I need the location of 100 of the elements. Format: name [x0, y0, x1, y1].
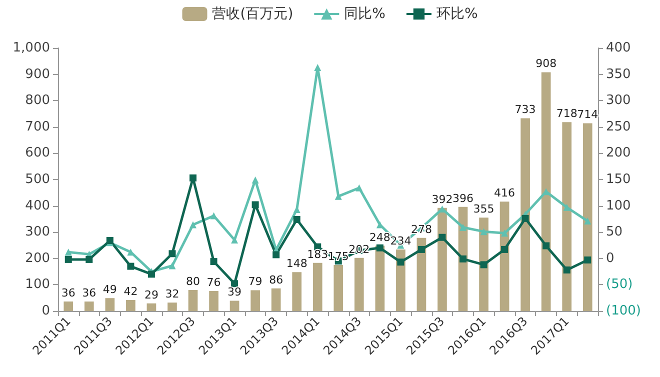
data-label: 86 [269, 273, 284, 286]
point [252, 176, 259, 184]
data-label: 36 [61, 286, 76, 300]
bar [105, 298, 115, 311]
point [501, 246, 508, 253]
bar [416, 238, 426, 311]
point [460, 224, 466, 231]
y2-tick-label: 300 [606, 93, 631, 108]
data-label: 396 [452, 192, 474, 205]
point [376, 244, 384, 252]
y-tick-label: 700 [25, 119, 50, 134]
data-label: 49 [102, 283, 117, 296]
bar [520, 118, 530, 311]
point [480, 261, 488, 268]
bar [479, 218, 488, 311]
point [314, 64, 322, 71]
point [584, 218, 592, 225]
point [127, 262, 134, 270]
y-tick-label: 600 [25, 146, 50, 161]
data-label: 183 [307, 248, 328, 261]
bar [271, 288, 281, 311]
point [231, 280, 238, 288]
y2-tick-label: 200 [606, 146, 631, 161]
y2-tick-label: 100 [606, 198, 631, 214]
bar [146, 303, 156, 311]
point [584, 256, 592, 264]
point [522, 214, 529, 222]
bar [64, 302, 74, 311]
bar [582, 123, 592, 311]
point [64, 256, 72, 263]
bar [312, 262, 322, 311]
point [168, 262, 176, 270]
legend-label: 环比% [436, 6, 478, 22]
point [231, 236, 238, 244]
point [210, 212, 218, 220]
y-tick-label: 200 [25, 250, 50, 266]
data-label: 76 [206, 276, 221, 290]
data-label: 718 [556, 107, 578, 120]
data-label: 32 [165, 288, 180, 301]
bar [188, 290, 198, 311]
point [86, 256, 93, 263]
legend-label: 营收(百万元) [212, 6, 294, 22]
point [438, 234, 446, 241]
point [563, 204, 570, 211]
data-label: 908 [536, 57, 557, 70]
legend-label: 同比% [344, 6, 386, 22]
point [272, 251, 280, 258]
y2-tick-label: 400 [606, 40, 631, 56]
point [480, 228, 488, 236]
point [210, 258, 218, 266]
data-label: 42 [124, 284, 138, 298]
data-label: 416 [494, 186, 516, 200]
y2-tick-label: (100) [606, 304, 641, 318]
y-tick-label: 400 [25, 198, 50, 214]
point [418, 246, 425, 253]
data-label: 714 [577, 108, 598, 122]
data-label: 36 [82, 286, 96, 300]
bar [458, 206, 468, 311]
data-label: 39 [228, 286, 242, 299]
y-tick-label: 0 [42, 304, 50, 318]
point [563, 266, 570, 274]
y-tick-label: 800 [25, 93, 50, 108]
data-label: 248 [369, 230, 390, 244]
data-label: 80 [186, 274, 200, 288]
bar [396, 249, 406, 311]
bar [84, 302, 94, 311]
y2-tick-label: 350 [606, 66, 631, 82]
y-tick-label: 1,000 [12, 40, 50, 56]
y2-tick-label: 50 [606, 224, 623, 240]
y2-tick-label: 0 [606, 250, 614, 266]
bar [354, 258, 364, 311]
point [542, 242, 550, 250]
y-tick-label: 900 [25, 66, 50, 82]
point [148, 270, 155, 278]
y-tick-label: 500 [25, 172, 50, 187]
point [252, 201, 259, 208]
bar [541, 72, 551, 311]
y2-tick-label: 250 [606, 119, 631, 134]
data-label: 79 [248, 275, 262, 288]
y2-tick-label: (50) [606, 277, 633, 292]
bar [562, 122, 572, 311]
point [460, 255, 466, 262]
y-tick-label: 300 [25, 224, 50, 240]
data-label: 148 [286, 257, 308, 270]
y2-tick-label: 150 [606, 172, 631, 187]
point [64, 248, 72, 256]
point [356, 184, 363, 192]
point [293, 216, 300, 223]
point [397, 258, 404, 266]
data-label: 392 [432, 192, 453, 206]
point [501, 230, 508, 237]
point [190, 174, 196, 182]
y-tick-label: 100 [25, 277, 50, 292]
data-label: 29 [144, 288, 158, 302]
bar [334, 264, 344, 311]
bar [250, 290, 260, 311]
bar [168, 302, 177, 311]
data-label: 733 [514, 103, 536, 116]
bar [209, 291, 218, 311]
bar [292, 272, 302, 311]
